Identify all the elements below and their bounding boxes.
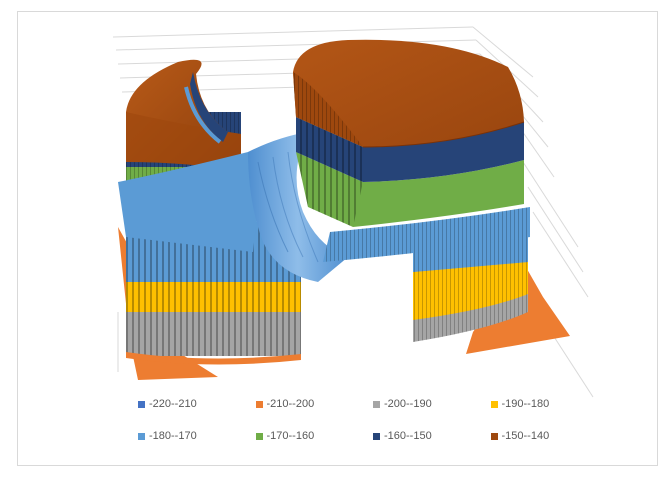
plot-area: [112, 26, 594, 398]
legend-label: -150--140: [501, 430, 550, 442]
legend-item: -180--170: [138, 430, 256, 442]
legend-swatch: [138, 432, 145, 440]
legend-swatch: [138, 400, 145, 408]
legend-swatch: [255, 400, 263, 408]
chart-area: -220--210 -210--200 -200--190 -190--180 …: [17, 11, 658, 466]
legend-item: -160--150: [373, 430, 491, 442]
legend-label: -220--210: [149, 398, 197, 410]
legend-swatch: [490, 432, 498, 440]
legend-swatch: [373, 400, 380, 408]
legend-item: -170--160: [255, 430, 374, 442]
legend-item: -150--140: [490, 430, 609, 442]
legend-item: -190--180: [490, 398, 609, 410]
legend-swatch: [373, 432, 380, 440]
legend-swatch: [255, 432, 263, 440]
chart-legend: -220--210 -210--200 -200--190 -190--180 …: [138, 398, 608, 442]
right-tower: [293, 39, 530, 342]
legend-item: -210--200: [255, 398, 374, 410]
legend-label: -170--160: [266, 430, 315, 442]
legend-item: -220--210: [138, 398, 256, 410]
legend-label: -190--180: [501, 398, 550, 410]
legend-label: -210--200: [266, 398, 315, 410]
legend-label: -180--170: [149, 430, 197, 442]
legend-item: -200--190: [373, 398, 491, 410]
legend-swatch: [490, 400, 498, 408]
legend-label: -160--150: [384, 430, 432, 442]
ramp-surface: [118, 132, 348, 282]
legend-label: -200--190: [384, 398, 432, 410]
